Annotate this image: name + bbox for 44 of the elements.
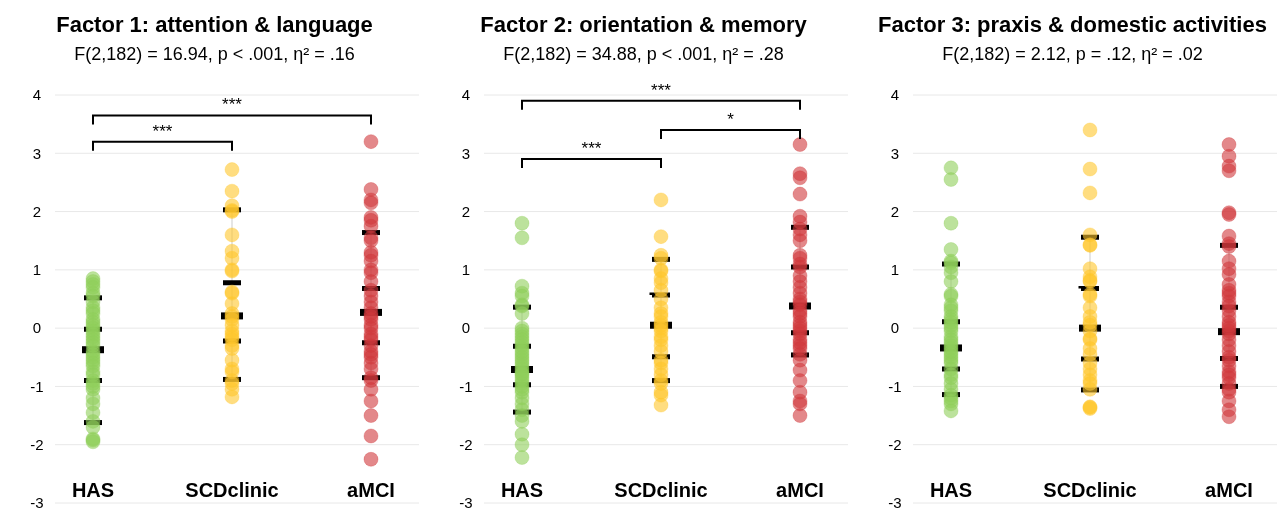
y-tick-label: 0 [890, 319, 900, 337]
y-tick-label: 2 [32, 202, 42, 220]
x-tick-label: aMCI [1205, 479, 1253, 501]
x-tick-label: HAS [929, 479, 973, 501]
y-tick-label: -3 [888, 494, 902, 511]
annotation: *** [581, 139, 602, 159]
y-tick-label: 3 [32, 144, 42, 162]
x-tick-label: aMCI [347, 479, 395, 501]
y-tick-label: 1 [32, 261, 42, 279]
x-tick-label: HAS [71, 479, 115, 501]
chart-title: Factor 3: praxis & domestic activities [878, 12, 1267, 37]
y-tick-label: 4 [890, 86, 900, 104]
y-tick-label: 1 [461, 261, 471, 279]
y-tick-label: 3 [461, 144, 471, 162]
y-tick-label: -1 [30, 377, 44, 395]
y-tick-label: -3 [459, 494, 473, 511]
y-tick-label: 2 [461, 202, 471, 220]
y-tick-label: -2 [888, 435, 902, 453]
annotation: *** [222, 95, 243, 115]
y-tick-label: -2 [459, 435, 473, 453]
x-tick-label: aMCI [776, 479, 824, 501]
y-tick-label: -2 [30, 435, 44, 453]
y-tick-label: 0 [32, 319, 42, 337]
x-tick-label: SCDclinic [614, 479, 708, 501]
annotation: * [727, 109, 735, 129]
y-tick-label: 3 [890, 144, 900, 162]
annotation: *** [651, 80, 672, 100]
y-tick-label: 2 [890, 202, 900, 220]
annotation: *** [152, 121, 173, 141]
x-tick-label: HAS [500, 479, 544, 501]
y-tick-label: -1 [459, 377, 473, 395]
y-tick-label: 0 [461, 319, 471, 337]
chart-subtitle: F(2,182) = 16.94, p < .001, η² = .16 [74, 44, 355, 64]
y-tick-label: 4 [32, 86, 42, 104]
x-tick-label: SCDclinic [185, 479, 279, 501]
chart-title: Factor 2: orientation & memory [480, 12, 808, 37]
y-tick-label: 1 [890, 261, 900, 279]
x-tick-label: SCDclinic [1043, 479, 1137, 501]
y-tick-label: 4 [461, 86, 471, 104]
y-tick-label: -3 [30, 494, 44, 511]
y-tick-label: -1 [888, 377, 902, 395]
chart-subtitle: F(2,182) = 34.88, p < .001, η² = .28 [503, 44, 784, 64]
chart-subtitle: F(2,182) = 2.12, p = .12, η² = .02 [942, 44, 1203, 64]
chart-title: Factor 1: attention & language [56, 12, 373, 37]
